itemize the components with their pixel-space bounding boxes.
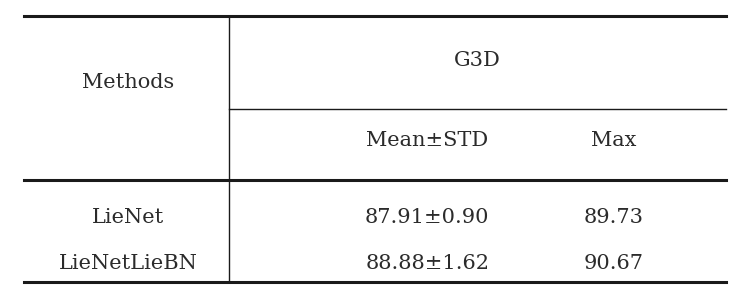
Text: 87.91±0.90: 87.91±0.90 bbox=[365, 208, 490, 227]
Text: 89.73: 89.73 bbox=[584, 208, 644, 227]
Text: 88.88±1.62: 88.88±1.62 bbox=[365, 254, 489, 273]
Text: Mean±STD: Mean±STD bbox=[366, 131, 488, 150]
Text: LieNet: LieNet bbox=[92, 208, 164, 227]
Text: Methods: Methods bbox=[82, 73, 175, 92]
Text: G3D: G3D bbox=[454, 51, 501, 70]
Text: 90.67: 90.67 bbox=[584, 254, 644, 273]
Text: Max: Max bbox=[592, 131, 637, 150]
Text: LieNetLieBN: LieNetLieBN bbox=[59, 254, 198, 273]
